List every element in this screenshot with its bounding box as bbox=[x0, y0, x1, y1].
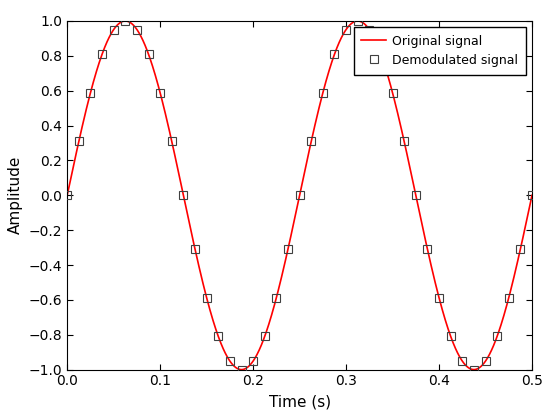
Original signal bbox=[290, 222, 297, 227]
Demodulated signal bbox=[250, 359, 256, 364]
Original signal bbox=[122, 18, 129, 24]
Original signal bbox=[470, 367, 477, 372]
Original signal bbox=[87, 89, 94, 94]
Demodulated signal bbox=[343, 27, 349, 32]
Demodulated signal bbox=[424, 247, 431, 252]
Demodulated signal bbox=[389, 90, 396, 95]
Original signal bbox=[278, 276, 284, 281]
X-axis label: Time (s): Time (s) bbox=[269, 394, 330, 409]
Demodulated signal bbox=[354, 18, 361, 24]
Demodulated signal bbox=[401, 139, 408, 144]
Demodulated signal bbox=[308, 139, 315, 144]
Demodulated signal bbox=[412, 193, 419, 198]
Demodulated signal bbox=[145, 52, 152, 57]
Y-axis label: Amplitude: Amplitude bbox=[8, 156, 23, 234]
Demodulated signal bbox=[436, 295, 442, 300]
Demodulated signal bbox=[87, 90, 94, 95]
Original signal bbox=[515, 254, 522, 259]
Demodulated signal bbox=[215, 334, 222, 339]
Original signal bbox=[529, 193, 535, 198]
Demodulated signal bbox=[157, 90, 164, 95]
Original signal bbox=[516, 253, 522, 258]
Demodulated signal bbox=[76, 139, 82, 144]
Demodulated signal bbox=[494, 334, 501, 339]
Demodulated signal bbox=[470, 367, 477, 372]
Demodulated signal bbox=[506, 295, 512, 300]
Demodulated signal bbox=[529, 193, 535, 198]
Demodulated signal bbox=[134, 27, 140, 32]
Original signal bbox=[64, 193, 71, 198]
Original signal bbox=[430, 273, 437, 278]
Demodulated signal bbox=[122, 18, 129, 24]
Demodulated signal bbox=[110, 27, 117, 32]
Demodulated signal bbox=[482, 359, 489, 364]
Demodulated signal bbox=[262, 334, 268, 339]
Demodulated signal bbox=[99, 52, 105, 57]
Demodulated signal bbox=[284, 247, 291, 252]
Demodulated signal bbox=[180, 193, 187, 198]
Demodulated signal bbox=[296, 193, 303, 198]
Demodulated signal bbox=[319, 90, 326, 95]
Demodulated signal bbox=[169, 139, 175, 144]
Demodulated signal bbox=[273, 295, 280, 300]
Demodulated signal bbox=[226, 359, 233, 364]
Demodulated signal bbox=[459, 359, 466, 364]
Demodulated signal bbox=[203, 295, 210, 300]
Demodulated signal bbox=[377, 52, 384, 57]
Demodulated signal bbox=[447, 334, 454, 339]
Demodulated signal bbox=[331, 52, 338, 57]
Demodulated signal bbox=[238, 367, 245, 372]
Line: Original signal: Original signal bbox=[67, 21, 532, 370]
Line: Demodulated signal: Demodulated signal bbox=[63, 17, 536, 374]
Demodulated signal bbox=[192, 247, 198, 252]
Demodulated signal bbox=[64, 193, 71, 198]
Legend: Original signal, Demodulated signal: Original signal, Demodulated signal bbox=[353, 27, 526, 74]
Demodulated signal bbox=[517, 247, 524, 252]
Demodulated signal bbox=[366, 27, 373, 32]
